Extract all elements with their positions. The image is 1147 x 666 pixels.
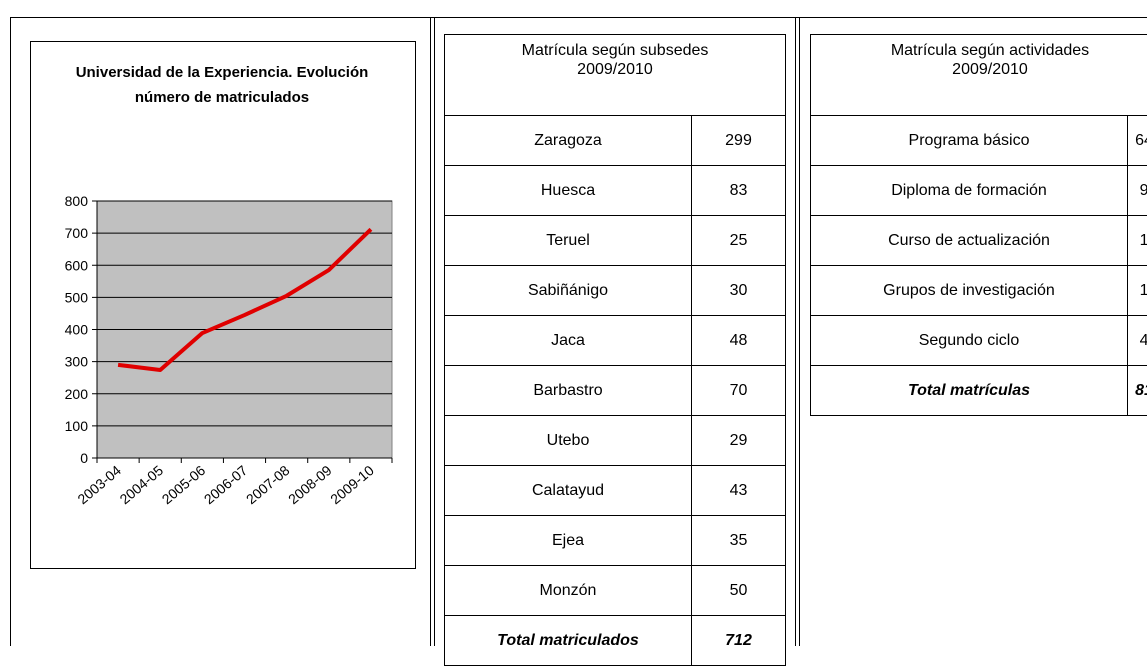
header-title: Matrícula según subsedes bbox=[445, 41, 785, 60]
total-label: Total matriculados bbox=[445, 616, 692, 666]
row-label: Ejea bbox=[445, 516, 692, 566]
row-value: 50 bbox=[692, 566, 786, 616]
row-value: 644 bbox=[1128, 116, 1147, 166]
row-value: 30 bbox=[692, 266, 786, 316]
row-label: Grupos de investigación bbox=[811, 266, 1128, 316]
y-tick-label: 500 bbox=[65, 289, 89, 305]
row-label: Sabiñánigo bbox=[445, 266, 692, 316]
y-tick-label: 200 bbox=[65, 386, 89, 402]
row-label: Utebo bbox=[445, 416, 692, 466]
row-label: Jaca bbox=[445, 316, 692, 366]
row: Segundo ciclo42 bbox=[811, 316, 1147, 366]
frame-divider bbox=[434, 17, 435, 646]
x-tick-label: 2007-08 bbox=[243, 462, 293, 507]
chart: 01002003004005006007008002003-042004-052… bbox=[0, 0, 430, 646]
row-label: Zaragoza bbox=[445, 116, 692, 166]
row-value: 97 bbox=[1128, 166, 1147, 216]
total-value: 818 bbox=[1128, 366, 1147, 416]
row: Curso de actualización19 bbox=[811, 216, 1147, 266]
row-value: 16 bbox=[1128, 266, 1147, 316]
row-label: Diploma de formación bbox=[811, 166, 1128, 216]
y-tick-label: 300 bbox=[65, 354, 89, 370]
row-value: 19 bbox=[1128, 216, 1147, 266]
row: Programa básico644 bbox=[811, 116, 1147, 166]
row-label: Barbastro bbox=[445, 366, 692, 416]
frame-divider bbox=[795, 17, 796, 646]
x-tick-label: 2005-06 bbox=[159, 462, 209, 507]
total-value: 712 bbox=[692, 616, 786, 666]
row-label: Segundo ciclo bbox=[811, 316, 1128, 366]
row-value: 83 bbox=[692, 166, 786, 216]
header-title: Matrícula según actividades bbox=[811, 41, 1147, 60]
y-tick-label: 100 bbox=[65, 418, 89, 434]
header-year: 2009/2010 bbox=[445, 60, 785, 79]
y-tick-label: 600 bbox=[65, 257, 89, 273]
x-tick-label: 2003-04 bbox=[74, 462, 124, 507]
row-label: Huesca bbox=[445, 166, 692, 216]
header-year: 2009/2010 bbox=[811, 60, 1147, 79]
row-value: 42 bbox=[1128, 316, 1147, 366]
row-value: 35 bbox=[692, 516, 786, 566]
row: Grupos de investigación16 bbox=[811, 266, 1147, 316]
row-value: 43 bbox=[692, 466, 786, 516]
row: Diploma de formación97 bbox=[811, 166, 1147, 216]
x-tick-label: 2008-09 bbox=[285, 462, 335, 507]
page: Universidad de la Experiencia. Evolución… bbox=[0, 0, 1147, 646]
frame-divider bbox=[430, 17, 431, 646]
y-tick-label: 400 bbox=[65, 322, 89, 338]
row-value: 299 bbox=[692, 116, 786, 166]
x-tick-label: 2009-10 bbox=[327, 462, 377, 507]
x-tick-label: 2006-07 bbox=[201, 462, 251, 507]
row-value: 25 bbox=[692, 216, 786, 266]
row-label: Programa básico bbox=[811, 116, 1128, 166]
row-label: Monzón bbox=[445, 566, 692, 616]
row-value: 29 bbox=[692, 416, 786, 466]
row-value: 70 bbox=[692, 366, 786, 416]
x-tick-label: 2004-05 bbox=[116, 462, 166, 507]
row-label: Calatayud bbox=[445, 466, 692, 516]
total-row: Total matrículas818 bbox=[811, 366, 1147, 416]
row-value: 48 bbox=[692, 316, 786, 366]
row-label: Teruel bbox=[445, 216, 692, 266]
y-tick-label: 800 bbox=[65, 193, 89, 209]
frame-divider bbox=[799, 17, 800, 646]
y-tick-label: 700 bbox=[65, 225, 89, 241]
row-label: Curso de actualización bbox=[811, 216, 1128, 266]
y-tick-label: 0 bbox=[80, 450, 88, 466]
total-label: Total matrículas bbox=[811, 366, 1128, 416]
